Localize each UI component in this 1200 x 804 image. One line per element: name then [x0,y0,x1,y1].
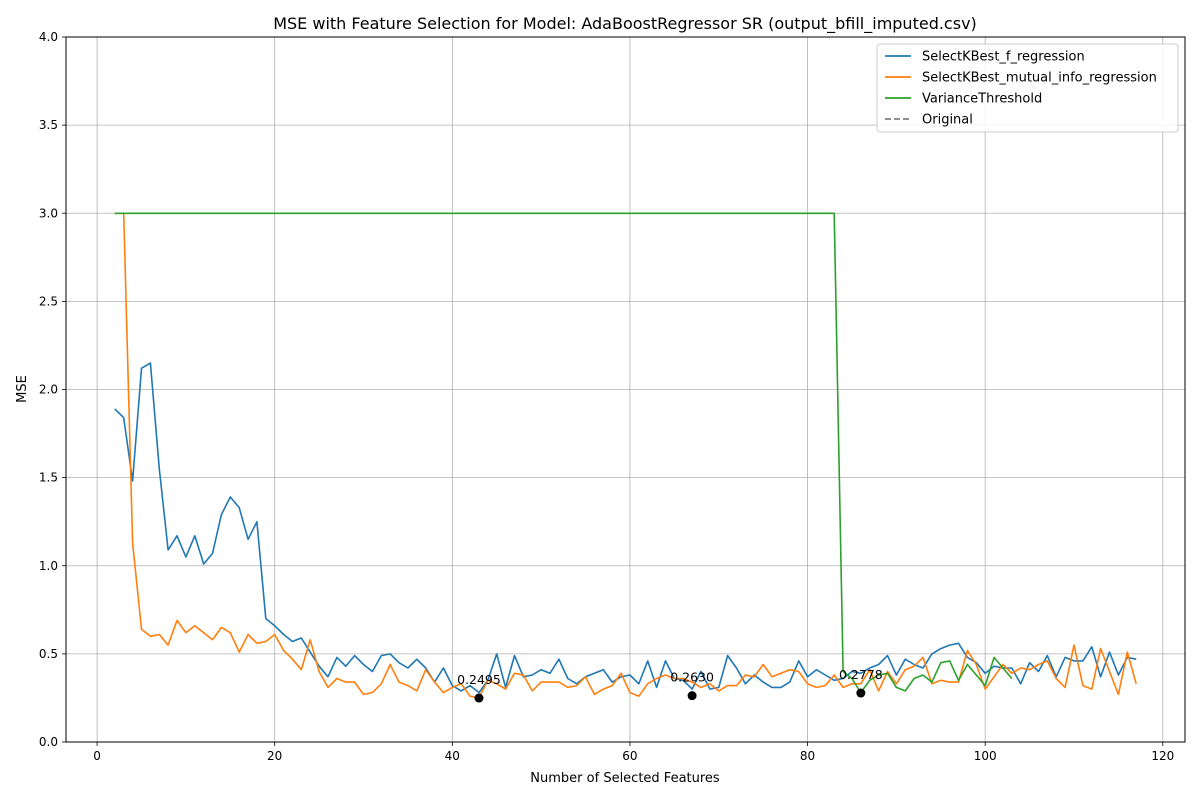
minimum-marker [856,688,866,698]
y-tick-label: 3.5 [39,118,58,132]
y-tick-label: 0.5 [39,647,58,661]
legend-label: VarianceThreshold [922,92,1042,107]
x-tick-label: 100 [974,749,997,763]
legend-label: SelectKBest_f_regression [922,50,1085,65]
series-line-SelectKBest_mutual_info_regression [114,212,1137,699]
x-tick-label: 40 [445,749,460,763]
minimum-label: 0.2630 [670,670,714,685]
y-tick-label: 1.0 [39,559,58,573]
tick-layer: 0 20 40 60 80 100 120 0.0 0.5 1.0 1.5 2.0 2.5 3.0 3.5 4… [39,30,1174,763]
minimum-label: 0.2495 [457,672,501,687]
y-tick-label: 0.0 [39,735,58,749]
minimum-marker [474,693,484,703]
x-tick-label: 60 [622,749,637,763]
minimum-label: 0.2778 [839,667,883,682]
y-tick-label: 1.5 [39,471,58,485]
x-tick-label: 0 [93,749,101,763]
y-tick-label: 2.5 [39,294,58,308]
chart-title: MSE with Feature Selection for Model: Ad… [273,14,977,34]
y-axis-label: MSE [15,375,30,403]
legend-label: Original [922,113,973,128]
marker-layer: 0.2495 0.2630 0.2778 [457,667,883,703]
series-line-VarianceThreshold [114,212,1013,694]
series-layer [114,212,1137,699]
x-tick-label: 120 [1151,749,1174,763]
y-tick-label: 3.0 [39,206,58,220]
legend: SelectKBest_f_regression SelectKBest_mutu… [876,43,1179,133]
legend-box [876,43,1179,133]
x-axis-label: Number of Selected Features [530,771,720,786]
y-tick-label: 2.0 [39,383,58,397]
x-tick-label: 80 [800,749,815,763]
y-tick-label: 4.0 [39,30,58,44]
legend-label: SelectKBest_mutual_info_regression [922,71,1157,86]
minimum-marker [687,691,697,701]
x-tick-label: 20 [267,749,282,763]
